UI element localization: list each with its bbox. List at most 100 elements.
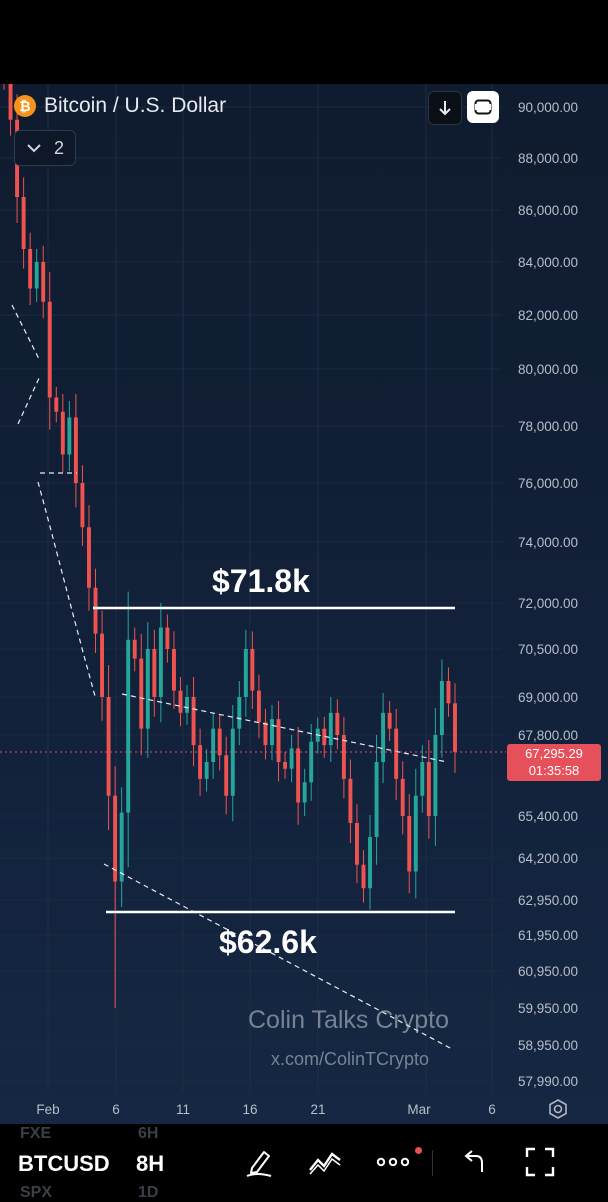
indicator-count: 2 bbox=[53, 137, 64, 158]
candle-body bbox=[283, 762, 288, 769]
chevron-down-icon bbox=[27, 144, 41, 153]
candle-body bbox=[21, 197, 26, 249]
y-axis-label: 82,000.00 bbox=[518, 308, 578, 323]
candle-body bbox=[426, 762, 431, 816]
candle-body bbox=[381, 712, 386, 762]
candle-body bbox=[322, 728, 327, 746]
price-chart[interactable]: 90,000.00 88,000.00 86,000.00 84,000.00 82,0… bbox=[0, 84, 608, 1124]
indicators-collapse-button[interactable]: 2 bbox=[14, 130, 76, 166]
candle-body bbox=[230, 728, 235, 796]
candle-body bbox=[217, 728, 222, 756]
ghost-interval-below: 1D bbox=[138, 1184, 159, 1201]
y-axis-label: 90,000.00 bbox=[518, 100, 578, 115]
candle-body bbox=[178, 690, 183, 713]
y-axis-label: 84,000.00 bbox=[518, 255, 578, 270]
candle-body bbox=[439, 681, 444, 735]
candle-body bbox=[87, 527, 91, 588]
candle-body bbox=[119, 812, 124, 882]
resistance-annotation: $71.8k bbox=[212, 563, 310, 599]
candle-body bbox=[47, 301, 52, 398]
y-axis-label: 59,950.00 bbox=[518, 1001, 578, 1016]
candle-body bbox=[374, 762, 379, 837]
y-axis-label: 76,000.00 bbox=[518, 476, 578, 491]
y-axis-label: 67,800.00 bbox=[518, 728, 578, 743]
y-axis-label: 58,950.00 bbox=[518, 1038, 578, 1053]
downtrend-channel-line bbox=[11, 304, 96, 697]
candle-body bbox=[394, 728, 399, 779]
y-axis-label: 62,950.00 bbox=[518, 893, 578, 908]
y-axis-label: 80,000.00 bbox=[518, 362, 578, 377]
candle-body bbox=[145, 649, 150, 729]
x-axis-label: 16 bbox=[242, 1102, 257, 1117]
y-axis-label: 61,950.00 bbox=[518, 928, 578, 943]
indicators-icon[interactable] bbox=[308, 1146, 342, 1176]
candle-body bbox=[348, 778, 353, 823]
notification-dot bbox=[415, 1147, 422, 1154]
toolbar-divider bbox=[432, 1150, 433, 1176]
more-options-icon[interactable] bbox=[376, 1146, 410, 1176]
candle-body bbox=[171, 649, 176, 691]
candle-body bbox=[67, 417, 72, 455]
candle-body bbox=[8, 84, 13, 120]
early-range-lines bbox=[17, 375, 77, 474]
x-axis-label: Feb bbox=[36, 1102, 59, 1117]
bottom-toolbar bbox=[0, 1124, 608, 1200]
candle-body bbox=[152, 649, 157, 697]
interval-selector[interactable]: 8H bbox=[136, 1151, 165, 1176]
candle-body bbox=[158, 627, 163, 697]
candle-body bbox=[41, 262, 46, 302]
candle-body bbox=[276, 719, 281, 762]
candle-body bbox=[354, 823, 359, 865]
ghost-symbol-below: SPX bbox=[20, 1184, 53, 1201]
candle-body bbox=[387, 712, 392, 729]
candle-body bbox=[407, 816, 412, 872]
candle-body bbox=[250, 649, 255, 691]
candle-body bbox=[328, 712, 333, 746]
candle-body bbox=[420, 762, 425, 796]
download-button[interactable] bbox=[428, 91, 462, 125]
x-axis-label: 6 bbox=[488, 1102, 496, 1117]
candle-body bbox=[413, 795, 418, 872]
y-axis-label: 86,000.00 bbox=[518, 203, 578, 218]
candle-body bbox=[211, 728, 216, 762]
candle-body bbox=[132, 639, 137, 659]
support-annotation: $62.6k bbox=[219, 924, 317, 960]
candle-body bbox=[446, 681, 451, 704]
symbol-header: ₿ Bitcoin / U.S. Dollar bbox=[14, 94, 226, 118]
fullscreen-toggle-icon[interactable] bbox=[524, 1146, 556, 1178]
candle-body bbox=[335, 712, 340, 735]
drawing-pen-icon[interactable] bbox=[244, 1146, 274, 1178]
y-axis-label: 69,000.00 bbox=[518, 690, 578, 705]
ghost-symbol-above: FXE bbox=[20, 1125, 52, 1142]
candle-body bbox=[126, 639, 131, 813]
settings-icon[interactable] bbox=[547, 1098, 569, 1120]
candle-body bbox=[198, 745, 203, 779]
chart-area[interactable]: 90,000.00 88,000.00 86,000.00 84,000.00 82,0… bbox=[0, 84, 608, 1124]
fullscreen-button[interactable] bbox=[467, 91, 499, 123]
candle-body bbox=[243, 649, 248, 697]
candle-body bbox=[28, 249, 33, 289]
x-axis-label: 11 bbox=[176, 1102, 190, 1117]
candle-body bbox=[191, 697, 196, 746]
candle-body bbox=[296, 748, 301, 803]
candle-body bbox=[453, 703, 457, 752]
undo-icon[interactable] bbox=[460, 1146, 486, 1176]
candle-body bbox=[237, 697, 242, 729]
candle-body bbox=[80, 483, 85, 528]
chart-title: Bitcoin / U.S. Dollar bbox=[44, 94, 227, 117]
last-price-value: 67,295.29 bbox=[525, 746, 583, 761]
candle-body bbox=[270, 719, 274, 746]
candle-body bbox=[106, 697, 111, 796]
candle-body bbox=[139, 658, 144, 729]
last-price-label: 67,295.29 01:35:58 bbox=[507, 744, 601, 781]
wedge-upper-line bbox=[121, 693, 448, 763]
symbol-selector[interactable]: BTCUSD bbox=[18, 1151, 110, 1176]
candle-body bbox=[54, 397, 59, 412]
ghost-interval-above: 6H bbox=[138, 1125, 159, 1142]
y-axis-label: 65,400.00 bbox=[518, 809, 578, 824]
watermark-handle: x.com/ColinTCrypto bbox=[271, 1049, 430, 1069]
x-axis-label: 21 bbox=[310, 1102, 325, 1117]
y-axis-label: 60,950.00 bbox=[518, 964, 578, 979]
bitcoin-logo-icon: ₿ bbox=[14, 95, 36, 117]
y-axis-label: 74,000.00 bbox=[518, 535, 578, 550]
